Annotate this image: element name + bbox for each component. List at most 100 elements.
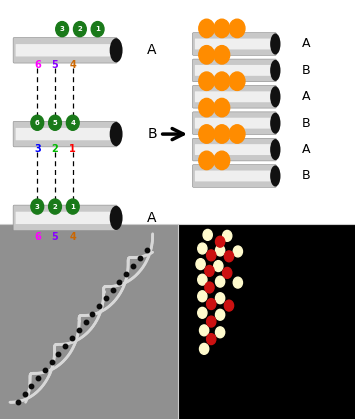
Text: 5: 5 <box>51 232 59 242</box>
Circle shape <box>205 266 214 277</box>
Text: 6: 6 <box>34 60 41 70</box>
FancyBboxPatch shape <box>195 171 273 181</box>
Text: A: A <box>147 43 157 57</box>
Text: 2: 2 <box>51 144 59 154</box>
Circle shape <box>31 199 44 214</box>
Bar <box>0 224 178 419</box>
Ellipse shape <box>270 113 280 134</box>
Ellipse shape <box>110 38 122 62</box>
Text: 3: 3 <box>35 204 40 210</box>
Circle shape <box>233 246 242 257</box>
Circle shape <box>233 277 242 288</box>
Circle shape <box>214 98 230 117</box>
FancyBboxPatch shape <box>192 138 277 161</box>
Circle shape <box>200 325 209 336</box>
FancyBboxPatch shape <box>192 165 277 187</box>
Circle shape <box>214 125 230 143</box>
Text: 1: 1 <box>69 144 76 154</box>
Circle shape <box>199 151 214 170</box>
Circle shape <box>66 115 79 130</box>
Text: 3: 3 <box>34 144 41 154</box>
Circle shape <box>207 316 216 327</box>
Circle shape <box>199 125 214 143</box>
Ellipse shape <box>270 34 280 54</box>
Text: A: A <box>302 37 310 51</box>
Ellipse shape <box>270 86 280 107</box>
Circle shape <box>224 300 234 311</box>
Text: 4: 4 <box>69 232 76 242</box>
Text: 1: 1 <box>95 26 100 32</box>
Circle shape <box>31 115 44 130</box>
Text: 3: 3 <box>60 26 65 32</box>
Circle shape <box>199 19 214 38</box>
Ellipse shape <box>110 122 122 146</box>
Circle shape <box>207 250 216 261</box>
Circle shape <box>73 21 86 36</box>
Circle shape <box>215 245 225 256</box>
Ellipse shape <box>270 166 280 186</box>
Circle shape <box>200 344 209 354</box>
Text: 4: 4 <box>69 60 76 70</box>
Circle shape <box>196 259 205 269</box>
Text: 6: 6 <box>35 120 40 126</box>
Circle shape <box>199 72 214 91</box>
Circle shape <box>215 327 225 338</box>
Circle shape <box>207 334 216 344</box>
FancyBboxPatch shape <box>195 118 273 129</box>
Text: A: A <box>302 90 310 103</box>
Text: B: B <box>147 127 157 141</box>
Circle shape <box>66 199 79 214</box>
Text: 6: 6 <box>34 232 41 242</box>
FancyBboxPatch shape <box>16 44 113 57</box>
Circle shape <box>214 261 223 272</box>
Circle shape <box>214 19 230 38</box>
Circle shape <box>224 251 234 262</box>
Ellipse shape <box>270 139 280 160</box>
Text: 1: 1 <box>70 204 75 210</box>
Circle shape <box>215 309 225 320</box>
FancyBboxPatch shape <box>192 33 277 55</box>
FancyBboxPatch shape <box>16 128 113 140</box>
Bar <box>178 224 355 419</box>
Text: 5: 5 <box>53 120 58 126</box>
Circle shape <box>198 291 207 302</box>
FancyBboxPatch shape <box>195 91 273 102</box>
Text: 2: 2 <box>77 26 82 32</box>
FancyBboxPatch shape <box>13 121 117 147</box>
Text: A: A <box>302 143 310 156</box>
Circle shape <box>199 46 214 64</box>
FancyBboxPatch shape <box>195 65 273 76</box>
Text: 4: 4 <box>70 120 75 126</box>
FancyBboxPatch shape <box>192 59 277 82</box>
Ellipse shape <box>110 206 122 230</box>
Circle shape <box>203 230 212 241</box>
Circle shape <box>49 115 61 130</box>
Circle shape <box>215 276 225 287</box>
FancyBboxPatch shape <box>192 85 277 108</box>
Circle shape <box>214 46 230 64</box>
Circle shape <box>198 308 207 318</box>
FancyBboxPatch shape <box>195 39 273 49</box>
Circle shape <box>198 243 207 254</box>
FancyBboxPatch shape <box>13 205 117 230</box>
Text: B: B <box>302 64 310 77</box>
Text: 2: 2 <box>53 204 58 210</box>
Circle shape <box>56 21 69 36</box>
Circle shape <box>223 267 232 278</box>
Circle shape <box>229 19 245 38</box>
Circle shape <box>207 299 216 310</box>
FancyBboxPatch shape <box>16 212 113 224</box>
Circle shape <box>91 21 104 36</box>
Text: 5: 5 <box>51 60 59 70</box>
Circle shape <box>229 125 245 143</box>
Circle shape <box>223 230 232 241</box>
Text: B: B <box>302 116 310 130</box>
FancyBboxPatch shape <box>13 37 117 63</box>
FancyBboxPatch shape <box>192 112 277 134</box>
Circle shape <box>215 293 225 304</box>
Circle shape <box>198 274 207 285</box>
Text: B: B <box>302 169 310 183</box>
Text: A: A <box>147 211 157 225</box>
Circle shape <box>49 199 61 214</box>
Circle shape <box>214 72 230 91</box>
